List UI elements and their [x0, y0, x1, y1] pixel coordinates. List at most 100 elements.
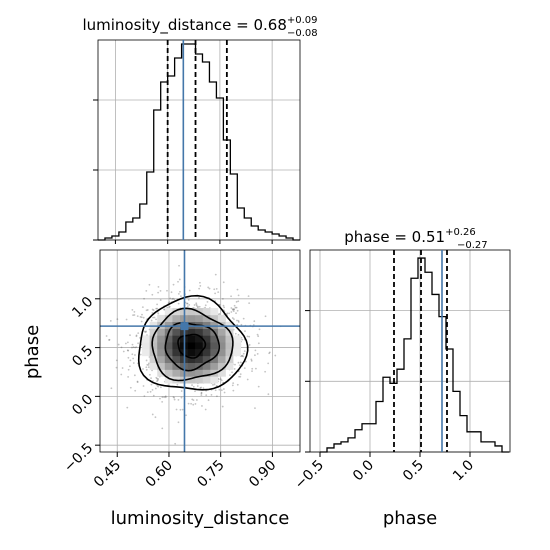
- joint-sample-point: [216, 395, 218, 398]
- joint-sample-point: [200, 391, 203, 394]
- joint-density-cell: [210, 314, 219, 323]
- joint-sample-point: [120, 373, 123, 376]
- joint-sample-point: [254, 367, 257, 370]
- joint-sample-point: [170, 291, 173, 294]
- joint-sample-point: [250, 359, 253, 362]
- hist2-step-line: [320, 257, 509, 453]
- joint-sample-point: [210, 393, 213, 396]
- joint-sample-point: [131, 343, 134, 346]
- joint-sample-point: [235, 312, 237, 315]
- hist1-title-sub: −0.08: [287, 28, 318, 39]
- joint-sample-point: [132, 362, 135, 364]
- joint-sample-point: [233, 308, 235, 310]
- joint-sample-point: [125, 318, 128, 321]
- joint-sample-point: [239, 373, 242, 376]
- joint-sample-point: [166, 289, 168, 292]
- joint-sample-point: [192, 403, 195, 406]
- joint-sample-point: [140, 316, 143, 319]
- joint-sample-point: [251, 367, 254, 370]
- joint-density-cell: [187, 376, 196, 384]
- joint-sample-point: [156, 377, 159, 380]
- joint-sample-point: [222, 388, 225, 390]
- joint-sample-point: [257, 385, 260, 388]
- joint-density-cell: [172, 369, 181, 377]
- joint-sample-point: [180, 390, 183, 392]
- joint-density-cell: [187, 355, 196, 364]
- hist2-x-tick-label: −0.5: [292, 457, 327, 492]
- joint-sample-point: [200, 394, 203, 396]
- joint-sample-point: [242, 317, 245, 320]
- joint-density-cell: [233, 335, 241, 343]
- joint-sample-point: [268, 351, 271, 354]
- hist2-title: phase = 0.51+0.26: [344, 227, 475, 246]
- joint-sample-point: [222, 304, 225, 307]
- joint-sample-point: [191, 398, 194, 401]
- joint-sample-point: [242, 352, 245, 355]
- joint-sample-point: [199, 387, 202, 389]
- joint-sample-point: [241, 338, 244, 341]
- joint-sample-point: [131, 346, 133, 349]
- joint-density-cell: [210, 308, 219, 316]
- joint-sample-point: [157, 291, 160, 294]
- joint-sample-point: [188, 303, 191, 306]
- joint-sample-point: [151, 293, 154, 296]
- joint-sample-point: [109, 320, 112, 322]
- joint-sample-point: [124, 342, 127, 345]
- joint-density-panel: 0.45 0.60 0.75 0.90 −0.5 0.0 0.5 1.0 luminosit…: [22, 249, 301, 529]
- joint-sample-point: [155, 307, 158, 310]
- joint-sample-point: [195, 303, 198, 306]
- joint-sample-point: [274, 354, 277, 357]
- joint-density-cell: [187, 314, 196, 323]
- joint-sample-point: [108, 339, 110, 341]
- joint-sample-point: [236, 309, 239, 312]
- joint-sample-point: [234, 363, 236, 366]
- hist2-x-tick-label: 1.0: [450, 457, 477, 484]
- joint-density-cell: [172, 335, 181, 343]
- joint-sample-point: [156, 380, 158, 383]
- joint-sample-point: [134, 354, 136, 356]
- joint-density-cell: [195, 376, 204, 384]
- joint-sample-point: [173, 396, 176, 399]
- joint-sample-point: [135, 346, 138, 349]
- joint-density-cell: [187, 335, 196, 343]
- joint-density-cell: [157, 355, 166, 364]
- joint-sample-point: [237, 319, 240, 322]
- joint-sample-point: [268, 352, 271, 355]
- joint-sample-point: [213, 383, 216, 386]
- joint-sample-point: [200, 392, 203, 395]
- joint-sample-point: [194, 403, 197, 405]
- joint-sample-point: [235, 306, 238, 309]
- joint-sample-point: [195, 304, 198, 307]
- joint-sample-point: [185, 414, 187, 417]
- joint-sample-point: [146, 391, 149, 394]
- joint-sample-point: [173, 298, 176, 301]
- joint-sample-point: [163, 308, 166, 311]
- joint-sample-point: [135, 334, 138, 337]
- joint-sample-point: [163, 396, 166, 399]
- joint-sample-point: [132, 357, 135, 360]
- joint-density-cell: [187, 349, 196, 357]
- joint-sample-point: [156, 379, 159, 382]
- joint-density-cell: [187, 328, 196, 336]
- joint-sample-point: [150, 319, 153, 322]
- joint-sample-point: [204, 408, 207, 411]
- joint-sample-point: [141, 306, 144, 308]
- joint-sample-point: [188, 289, 191, 292]
- joint-sample-point: [236, 288, 239, 291]
- joint-sample-point: [147, 366, 150, 369]
- joint-sample-point: [207, 399, 210, 402]
- joint-sample-point: [248, 344, 251, 346]
- joint-sample-point: [200, 386, 203, 389]
- joint-sample-point: [230, 295, 232, 298]
- joint-sample-point: [148, 373, 151, 376]
- joint-sample-point: [172, 396, 175, 398]
- joint-density-cell: [195, 335, 204, 343]
- joint-sample-point: [215, 287, 218, 290]
- joint-sample-point: [159, 397, 161, 400]
- joint-sample-point: [232, 308, 234, 311]
- joint-sample-point: [146, 309, 149, 311]
- joint-sample-point: [237, 361, 240, 364]
- joint-density-cell: [217, 342, 226, 350]
- joint-sample-point: [231, 317, 234, 319]
- joint-sample-point: [155, 318, 157, 321]
